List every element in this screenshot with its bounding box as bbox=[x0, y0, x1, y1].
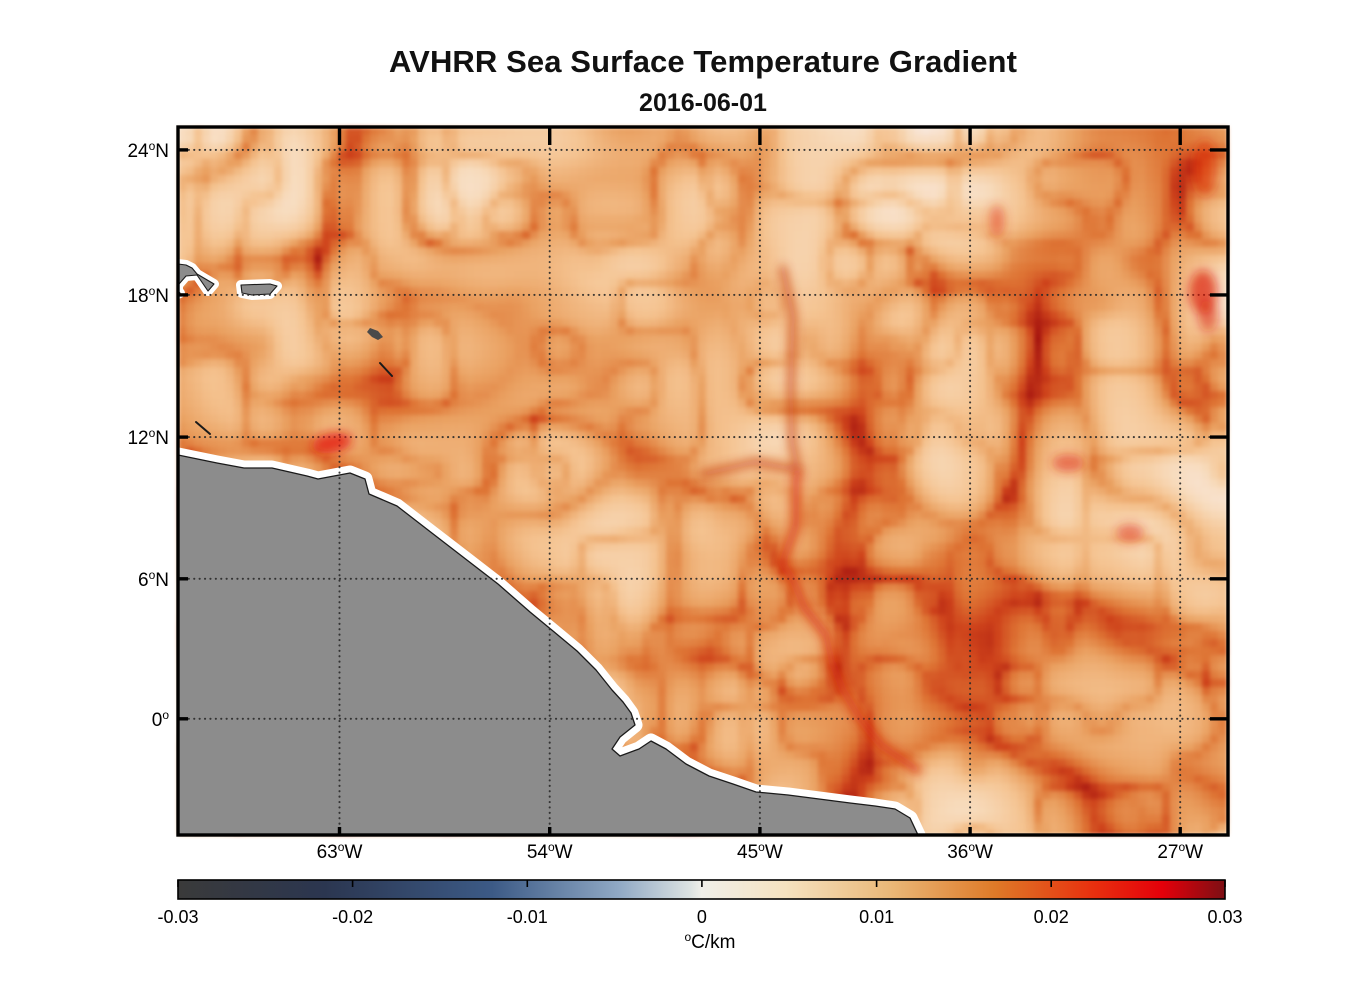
svg-text:0.01: 0.01 bbox=[859, 907, 894, 927]
svg-text:54oW: 54oW bbox=[527, 840, 573, 863]
svg-text:0: 0 bbox=[697, 907, 707, 927]
svg-text:63oW: 63oW bbox=[317, 840, 363, 863]
svg-text:-0.01: -0.01 bbox=[507, 907, 548, 927]
svg-text:18oN: 18oN bbox=[127, 284, 169, 307]
svg-text:45oW: 45oW bbox=[737, 840, 783, 863]
svg-text:oC/km: oC/km bbox=[684, 930, 735, 953]
svg-text:24oN: 24oN bbox=[127, 139, 169, 162]
svg-text:6oN: 6oN bbox=[138, 568, 169, 591]
svg-text:-0.02: -0.02 bbox=[332, 907, 373, 927]
svg-text:12oN: 12oN bbox=[127, 426, 169, 449]
svg-text:0o: 0o bbox=[152, 708, 170, 731]
svg-text:27oW: 27oW bbox=[1157, 840, 1203, 863]
svg-text:-0.03: -0.03 bbox=[157, 907, 198, 927]
svg-text:0.03: 0.03 bbox=[1207, 907, 1242, 927]
svg-text:0.02: 0.02 bbox=[1034, 907, 1069, 927]
svg-text:36oW: 36oW bbox=[947, 840, 993, 863]
